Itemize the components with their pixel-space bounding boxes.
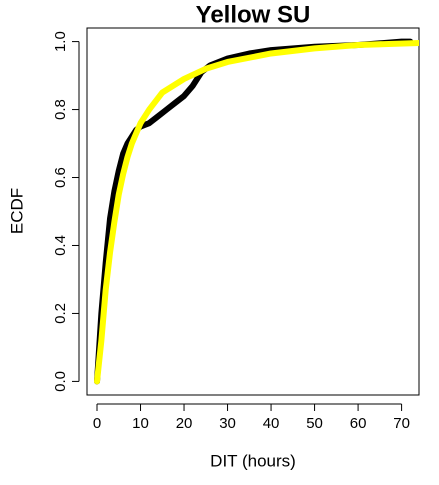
x-tick-label: 70 <box>393 415 410 432</box>
y-tick-label: 0.8 <box>52 99 69 120</box>
plot-box <box>86 27 420 396</box>
x-tick-label: 10 <box>132 415 149 432</box>
x-tick-label: 20 <box>176 415 193 432</box>
chart-title: Yellow SU <box>196 1 311 28</box>
y-axis-label: ECDF <box>7 188 26 234</box>
y-tick-label: 0.0 <box>52 371 69 392</box>
x-tick-label: 60 <box>350 415 367 432</box>
x-tick-label: 40 <box>263 415 280 432</box>
y-tick-label: 0.2 <box>52 303 69 324</box>
x-tick-label: 30 <box>219 415 236 432</box>
x-tick-label: 50 <box>306 415 323 432</box>
plot-area <box>94 38 419 385</box>
x-axis-label: DIT (hours) <box>210 451 296 470</box>
y-tick-label: 0.6 <box>52 167 69 188</box>
series-line <box>94 39 419 385</box>
y-tick-label: 1.0 <box>52 31 69 52</box>
x-tick-label: 0 <box>93 415 101 432</box>
y-tick-label: 0.4 <box>52 235 69 256</box>
series-line <box>94 38 414 385</box>
